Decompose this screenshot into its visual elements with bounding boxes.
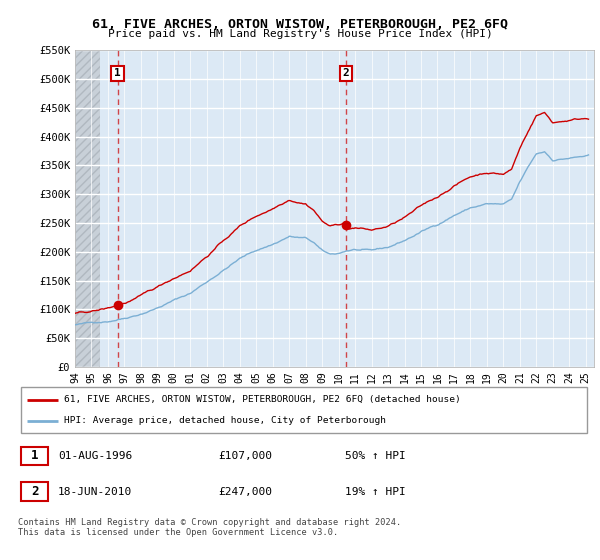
Text: Contains HM Land Registry data © Crown copyright and database right 2024.
This d: Contains HM Land Registry data © Crown c… [18, 518, 401, 538]
Text: 18-JUN-2010: 18-JUN-2010 [58, 487, 133, 497]
FancyBboxPatch shape [21, 388, 587, 433]
FancyBboxPatch shape [21, 446, 49, 465]
Text: 01-AUG-1996: 01-AUG-1996 [58, 451, 133, 461]
Bar [75, 50, 100, 367]
FancyBboxPatch shape [21, 482, 49, 501]
Text: 2: 2 [31, 485, 38, 498]
Text: £247,000: £247,000 [218, 487, 272, 497]
Text: 2: 2 [343, 68, 350, 78]
Text: 19% ↑ HPI: 19% ↑ HPI [344, 487, 406, 497]
Text: £107,000: £107,000 [218, 451, 272, 461]
Text: 61, FIVE ARCHES, ORTON WISTOW, PETERBOROUGH, PE2 6FQ (detached house): 61, FIVE ARCHES, ORTON WISTOW, PETERBORO… [64, 395, 461, 404]
Text: 61, FIVE ARCHES, ORTON WISTOW, PETERBOROUGH, PE2 6FQ: 61, FIVE ARCHES, ORTON WISTOW, PETERBORO… [92, 18, 508, 31]
Text: Price paid vs. HM Land Registry's House Price Index (HPI): Price paid vs. HM Land Registry's House … [107, 29, 493, 39]
Text: HPI: Average price, detached house, City of Peterborough: HPI: Average price, detached house, City… [64, 416, 386, 425]
Text: 1: 1 [114, 68, 121, 78]
Text: 50% ↑ HPI: 50% ↑ HPI [344, 451, 406, 461]
Text: 1: 1 [31, 450, 38, 463]
